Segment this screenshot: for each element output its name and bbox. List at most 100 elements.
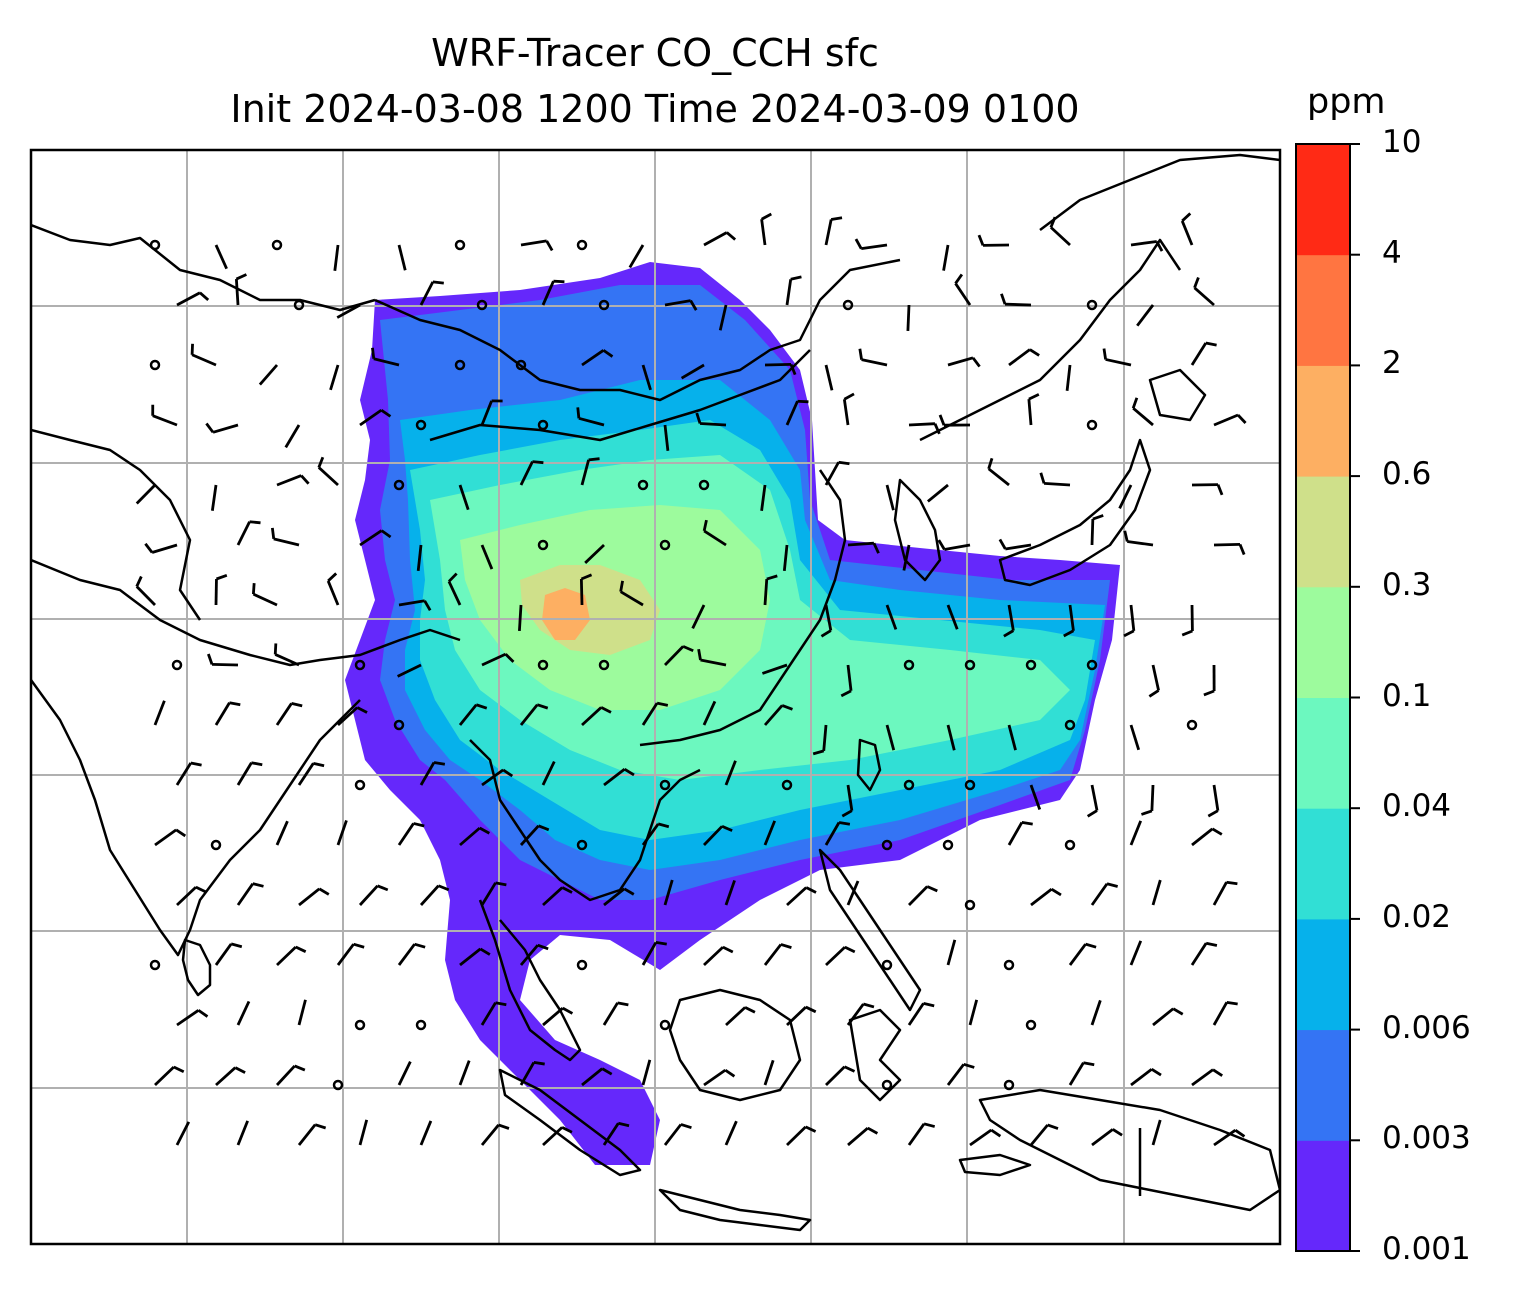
timor-coast xyxy=(958,1153,1032,1177)
wind-barb xyxy=(419,884,450,906)
wind-barb xyxy=(763,704,793,726)
wind-barb xyxy=(275,820,289,846)
calm-wind-circle xyxy=(598,659,610,671)
wind-barb xyxy=(358,1119,369,1146)
wind-barb xyxy=(519,943,549,966)
wind-barb xyxy=(576,407,605,427)
colorbar-tick-label: 0.02 xyxy=(1382,898,1452,935)
wind-barb xyxy=(1207,784,1220,818)
wind-barb xyxy=(663,424,670,451)
wind-barb xyxy=(846,880,860,906)
wind-barb xyxy=(825,945,856,967)
wind-barb xyxy=(234,273,247,306)
wind-barb xyxy=(885,724,896,751)
wind-barb xyxy=(1213,542,1246,556)
colorbar-bin xyxy=(1296,1140,1350,1252)
calm-wind-circle xyxy=(881,959,893,971)
wind-barb xyxy=(663,645,694,666)
wind-barb xyxy=(176,291,210,307)
wind-barb xyxy=(968,999,979,1026)
wind-barb xyxy=(885,484,895,511)
calm-wind-circle xyxy=(881,839,893,851)
java-coast xyxy=(658,1188,812,1232)
wind-barb xyxy=(135,575,156,606)
wind-barb xyxy=(812,724,828,756)
calm-wind-circle xyxy=(903,779,915,791)
calm-wind-circle xyxy=(476,299,488,311)
wind-barb xyxy=(1068,942,1097,966)
wind-barb xyxy=(1086,784,1099,818)
wind-barb xyxy=(946,604,959,630)
wind-barb xyxy=(908,885,938,906)
calm-wind-circle xyxy=(149,239,161,251)
wind-barb xyxy=(542,886,573,907)
wind-barb xyxy=(842,392,855,426)
wind-barb xyxy=(1213,1129,1246,1147)
calm-wind-circle xyxy=(964,899,976,911)
wind-barb xyxy=(786,886,817,907)
sri-lanka-coast xyxy=(181,938,212,997)
wind-barb xyxy=(1027,393,1040,426)
wind-barb xyxy=(151,404,178,427)
wind-barb xyxy=(190,343,217,367)
wind-barb xyxy=(937,539,971,551)
wind-barb xyxy=(214,942,243,966)
wind-barb xyxy=(602,1121,630,1146)
wind-barb xyxy=(581,706,612,727)
wind-barb xyxy=(1213,413,1247,427)
china-north-border xyxy=(429,349,811,442)
wind-barb xyxy=(703,1068,736,1087)
wind-barb xyxy=(602,1001,629,1026)
wind-barb xyxy=(786,1125,817,1147)
wind-barb xyxy=(1049,216,1071,247)
wind-barb xyxy=(763,574,778,606)
wind-barb xyxy=(519,460,544,486)
map-area xyxy=(31,150,1280,1244)
colorbar-bin xyxy=(1296,808,1350,920)
wind-barb xyxy=(782,544,789,572)
wind-barb xyxy=(697,648,727,667)
calm-wind-circle xyxy=(637,479,649,491)
philippines xyxy=(818,848,922,1012)
calm-wind-circle xyxy=(964,779,976,791)
wind-barb xyxy=(1068,1061,1095,1086)
wind-barb xyxy=(641,822,670,846)
wind-barb xyxy=(641,364,652,391)
wind-barb xyxy=(1130,240,1164,252)
wind-barb xyxy=(603,767,635,787)
wind-barb xyxy=(1148,664,1160,698)
calm-wind-circle xyxy=(659,539,671,551)
calm-wind-circle xyxy=(1186,719,1198,731)
calm-wind-circle xyxy=(659,779,671,791)
calm-wind-circle xyxy=(576,959,588,971)
wind-barb xyxy=(641,701,669,726)
calm-wind-circle xyxy=(576,239,588,251)
calm-wind-circle xyxy=(537,539,549,551)
wind-barb xyxy=(840,664,853,698)
wind-barb xyxy=(326,572,340,606)
calm-wind-circle xyxy=(576,839,588,851)
calm-wind-circle xyxy=(332,1079,344,1091)
wind-barb xyxy=(1029,1123,1059,1146)
wind-barb xyxy=(518,604,523,632)
colorbar-tick-label: 0.04 xyxy=(1382,788,1452,825)
central-asia-border xyxy=(31,223,376,312)
calm-wind-circle xyxy=(903,659,915,671)
wind-barb xyxy=(214,701,241,726)
wind-barb xyxy=(702,825,733,846)
wind-barb xyxy=(419,280,444,306)
wind-barb xyxy=(702,700,717,726)
wind-barb xyxy=(942,244,950,271)
russia-far-east xyxy=(919,238,1182,442)
calm-wind-circle xyxy=(1003,1079,1015,1091)
wind-barb xyxy=(214,244,228,270)
wind-barb xyxy=(824,821,851,846)
calm-wind-circle xyxy=(415,1019,427,1031)
wind-barb xyxy=(858,348,888,367)
wind-barb xyxy=(1190,341,1217,366)
colorbar-bin xyxy=(1296,697,1350,809)
wind-barb xyxy=(480,1001,507,1026)
wind-barb xyxy=(1102,348,1132,367)
calm-wind-circle xyxy=(1003,959,1015,971)
calm-wind-circle xyxy=(415,419,427,431)
